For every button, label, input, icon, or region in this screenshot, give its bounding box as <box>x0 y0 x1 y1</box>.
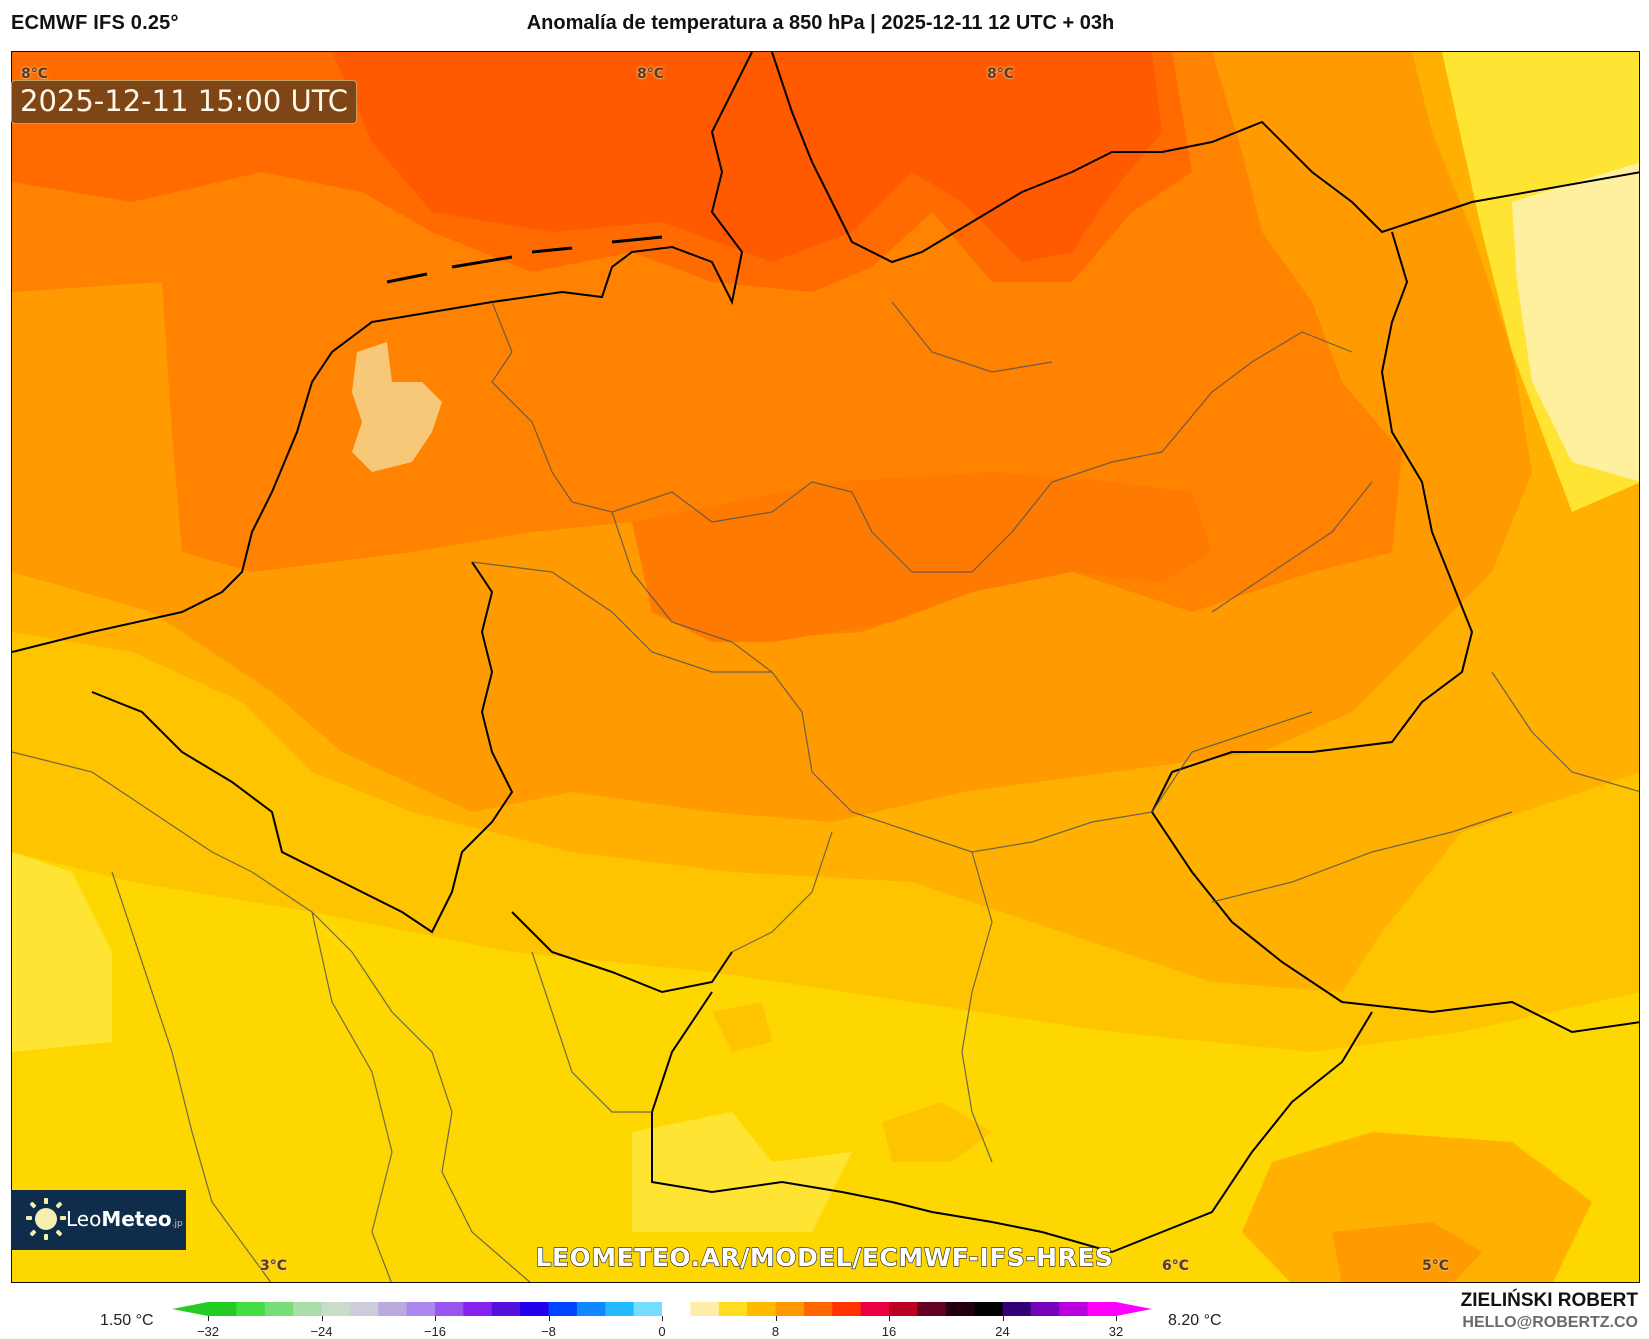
colorbar-tick <box>208 1316 209 1321</box>
valid-time-badge: 2025-12-11 15:00 UTC <box>11 80 358 124</box>
contour-label: 6°C <box>1162 1258 1190 1274</box>
colorbar-tick <box>889 1316 890 1321</box>
colorbar-tick-label: 32 <box>1108 1324 1124 1339</box>
contour-label: 8°C <box>987 66 1015 82</box>
sun-icon <box>35 1208 57 1230</box>
colorbar-tick <box>1002 1316 1004 1321</box>
contour-label: 8°C <box>21 66 49 82</box>
colorbar-tick-label: 0 <box>658 1324 666 1339</box>
colorbar <box>172 1302 1152 1316</box>
colorbar-tick <box>662 1316 663 1321</box>
colorbar-tick <box>435 1316 436 1321</box>
colorbar-tick-label: −8 <box>541 1324 556 1339</box>
colorbar-tick-label: −32 <box>196 1324 220 1339</box>
colorbar-tick <box>321 1316 323 1321</box>
leometeo-logo: LeoMeteo.jp <box>11 1190 186 1250</box>
author-name: ZIELIŃSKI ROBERT <box>1460 1290 1638 1311</box>
source-url-watermark: LEOMETEO.AR/MODEL/ECMWF-IFS-HRES <box>535 1242 1114 1272</box>
model-label: ECMWF IFS 0.25° <box>11 12 179 34</box>
contour-label: 3°C <box>260 1258 288 1274</box>
chart-title: Anomalía de temperatura a 850 hPa | 2025… <box>526 12 1115 34</box>
colorbar-tick-label: −24 <box>310 1324 333 1339</box>
author-email: HELLO@ROBERTZ.CO <box>1462 1314 1638 1331</box>
contour-label: 8°C <box>637 66 665 82</box>
colorbar-tick-label: −16 <box>423 1324 447 1339</box>
colorbar-max-label: 8.20 °C <box>1168 1312 1222 1329</box>
colorbar-tick <box>775 1316 777 1321</box>
colorbar-tick-label: 8 <box>771 1324 780 1339</box>
temperature-anomaly-map: 8°C 8°C 8°C 3°C 6°C 5°C <box>11 51 1640 1283</box>
anomaly-fill-layer <box>12 52 1639 1282</box>
colorbar-tick <box>548 1316 550 1321</box>
colorbar-tick-label: 24 <box>995 1324 1010 1339</box>
contour-label: 5°C <box>1422 1258 1450 1274</box>
colorbar-tick-label: 16 <box>881 1324 897 1339</box>
colorbar-min-label: 1.50 °C <box>100 1312 154 1329</box>
colorbar-tick <box>1116 1316 1117 1321</box>
